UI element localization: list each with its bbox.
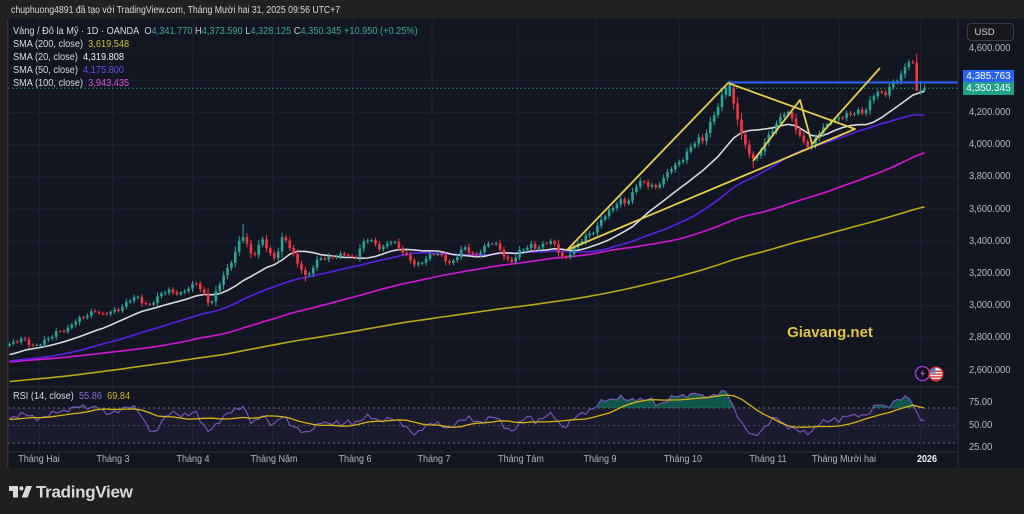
- svg-text:TradingView: TradingView: [36, 483, 134, 502]
- svg-text:Giavang.net: Giavang.net: [787, 324, 873, 341]
